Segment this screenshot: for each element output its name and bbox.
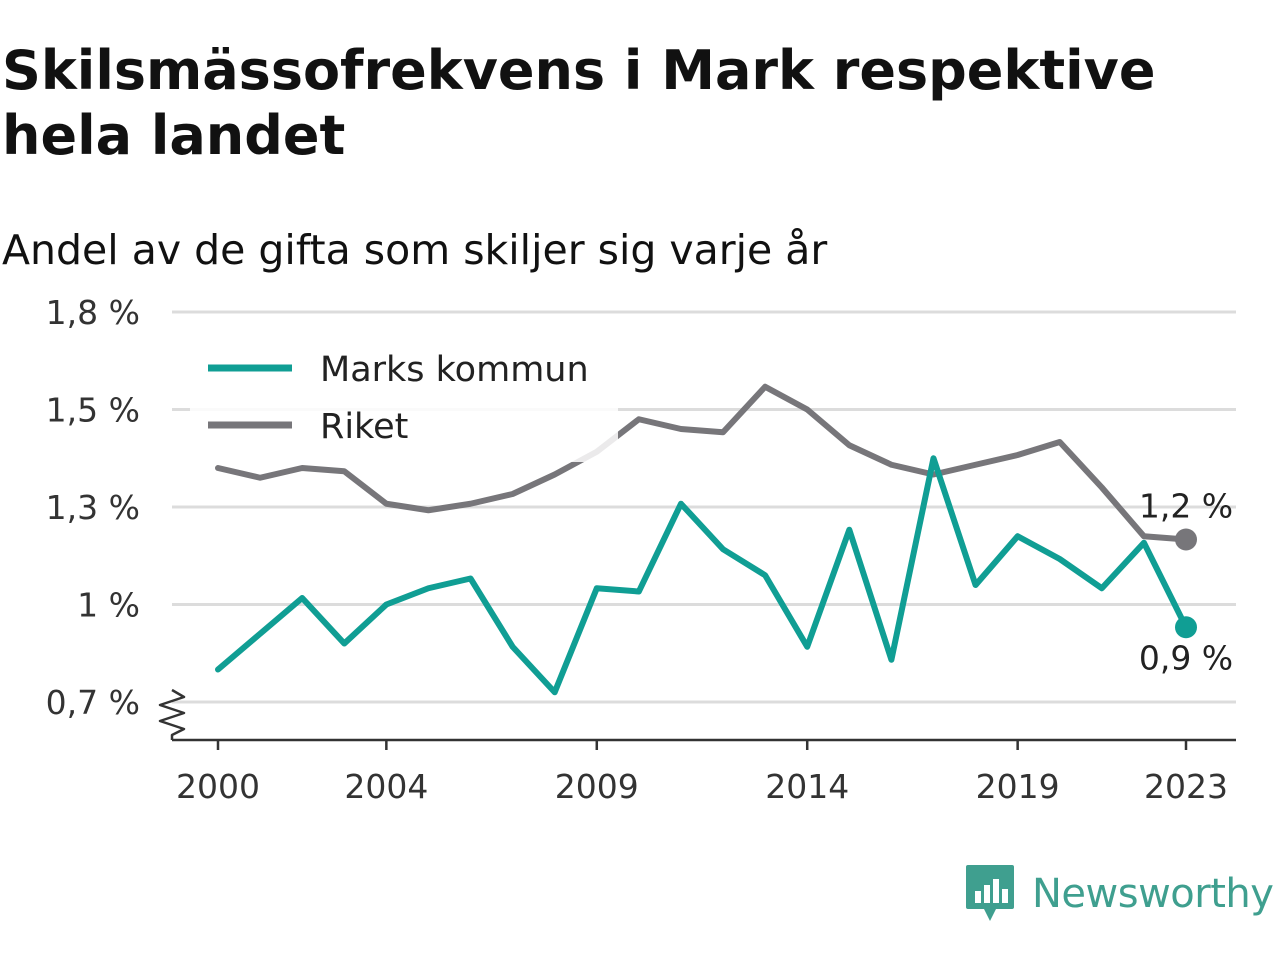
y-tick-label: 1,5 % bbox=[46, 391, 140, 430]
legend-label: Marks kommun bbox=[320, 350, 589, 390]
axis-break-icon bbox=[158, 688, 186, 740]
x-tick-label: 2014 bbox=[765, 767, 849, 806]
y-tick-label: 1 % bbox=[77, 586, 140, 625]
series-lines bbox=[215, 383, 1189, 696]
gridlines bbox=[172, 310, 1236, 704]
series-end-point bbox=[1175, 528, 1197, 551]
y-tick-label: 0,7 % bbox=[46, 683, 140, 722]
newsworthy-logo-icon bbox=[966, 865, 1014, 921]
brand: Newsworthy bbox=[964, 862, 1274, 926]
end-labels: 0,9 % 1,2 % bbox=[1139, 487, 1233, 678]
y-tick-label: 1,3 % bbox=[46, 488, 140, 527]
x-axis: 2000 2004 2009 2014 2019 2023 bbox=[158, 688, 1236, 806]
chart-subtitle: Andel av de gifta som skiljer sig varje … bbox=[2, 226, 828, 274]
series-end-point bbox=[1175, 616, 1197, 639]
series-line-riket bbox=[215, 383, 1189, 543]
legend-background bbox=[190, 332, 618, 462]
x-tick-label: 2000 bbox=[176, 767, 260, 806]
series-end-label: 0,9 % bbox=[1139, 638, 1233, 677]
x-tick-label: 2019 bbox=[976, 767, 1060, 806]
series-line-marks-kommun bbox=[215, 455, 1189, 696]
y-axis-labels: 0,7 % 1 % 1,3 % 1,5 % 1,8 % bbox=[46, 293, 140, 722]
x-tick-label: 2004 bbox=[344, 767, 428, 806]
series-end-label: 1,2 % bbox=[1139, 487, 1233, 526]
legend-label: Riket bbox=[320, 407, 408, 447]
y-tick-label: 1,8 % bbox=[46, 293, 140, 332]
brand-name: Newsworthy bbox=[1032, 871, 1274, 917]
x-tick-label: 2023 bbox=[1144, 767, 1228, 806]
legend: Marks kommun Riket bbox=[190, 332, 618, 462]
chart-title: Skilsmässofrekvens i Mark respektive hel… bbox=[2, 39, 1156, 167]
x-tick-label: 2009 bbox=[555, 767, 639, 806]
